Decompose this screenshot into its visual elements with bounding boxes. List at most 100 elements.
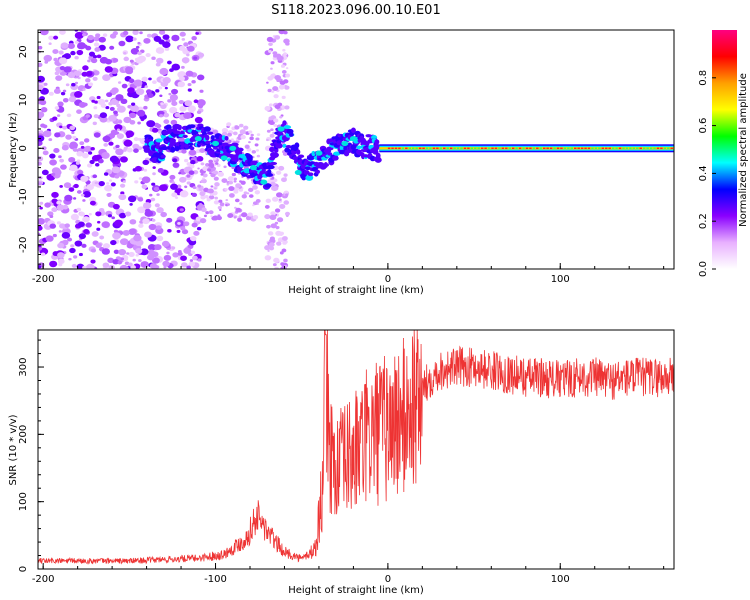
heatmap-noise-cell xyxy=(129,112,137,119)
heatmap-noise-cell xyxy=(132,258,136,262)
heatmap-noise-cell xyxy=(272,178,278,183)
heatmap-noise-cell xyxy=(264,214,271,220)
heatmap-noise-cell xyxy=(200,179,205,184)
heatmap-noise-cell xyxy=(252,185,258,190)
heatmap-noise-cell xyxy=(167,228,172,233)
heatmap-noise-cell xyxy=(99,112,108,119)
heatmap-noise-cell xyxy=(186,174,191,178)
heatmap-peak-cell xyxy=(315,150,323,156)
heatmap-noise-cell xyxy=(61,144,69,151)
heatmap-noise-cell xyxy=(195,30,201,33)
heatmap-peak-cell xyxy=(294,169,302,176)
heatmap-noise-cell xyxy=(192,186,197,190)
heatmap-noise-cell xyxy=(214,196,218,200)
heatmap-noise-cell xyxy=(57,252,65,259)
heatmap-peak-cell xyxy=(277,126,285,132)
heatmap-noise-cell xyxy=(178,45,186,51)
heatmap-noise-cell xyxy=(243,191,248,195)
heatmap-noise-cell xyxy=(117,119,123,124)
heatmap-noise-cell xyxy=(151,56,156,61)
heatmap-noise-cell xyxy=(38,84,44,91)
heatmap-noise-cell xyxy=(54,106,60,110)
heatmap-noise-cell xyxy=(141,184,148,189)
heatmap-signal-cell xyxy=(168,142,174,148)
heatmap-noise-cell xyxy=(281,236,288,241)
heatmap-noise-cell xyxy=(122,30,129,36)
heatmap-noise-cell xyxy=(110,98,119,105)
heatmap-noise-cell xyxy=(38,265,42,269)
heatmap-noise-cell xyxy=(170,119,178,126)
heatmap-noise-cell xyxy=(235,183,242,188)
heatmap-noise-cell xyxy=(39,201,44,205)
heatmap-noise-cell xyxy=(137,55,147,63)
heatmap-noise-cell xyxy=(138,177,143,180)
heatmap-noise-cell xyxy=(177,81,186,88)
heatmap-y-ticks: -20 -10 0 10 20 xyxy=(18,31,44,265)
heatmap-signal-cell xyxy=(297,154,305,159)
heatmap-noise-cell xyxy=(200,195,206,200)
heatmap-noise-cell xyxy=(92,76,98,81)
heatmap-noise-cell xyxy=(108,101,113,106)
heatmap-noise-cell xyxy=(129,203,133,206)
heatmap-peak-cell xyxy=(249,165,257,171)
heatmap-noise-cell xyxy=(161,240,170,247)
heatmap-noise-cell xyxy=(276,241,282,246)
heatmap-noise-cell xyxy=(67,71,76,79)
heatmap-noise-cell xyxy=(135,253,139,257)
heatmap-signal-cell xyxy=(210,135,215,140)
heatmap-noise-cell xyxy=(57,101,64,107)
heatmap-noise-cell xyxy=(56,221,61,225)
heatmap-noise-cell xyxy=(118,109,122,112)
heatmap-noise-cell xyxy=(179,190,189,198)
heatmap-noise-cell xyxy=(191,222,198,228)
heatmap-signal-cell xyxy=(273,152,279,158)
heatmap-noise-cell xyxy=(93,36,100,42)
snr-frame xyxy=(37,329,675,570)
heatmap-noise-cell xyxy=(166,217,173,223)
heatmap-noise-cell xyxy=(207,168,212,172)
heatmap-signal-cell xyxy=(350,127,356,134)
heatmap-noise-cell xyxy=(53,35,59,40)
heatmap-noise-cell xyxy=(225,199,229,202)
heatmap-noise-cell xyxy=(122,256,129,262)
heatmap-noise-cell xyxy=(279,115,283,119)
heatmap-noise-cell xyxy=(273,94,279,99)
heatmap-noise-cell xyxy=(196,110,202,114)
heatmap-noise-cell xyxy=(96,54,102,59)
heatmap-noise-cell xyxy=(281,70,287,74)
heatmap-peak-cell xyxy=(349,136,357,142)
heatmap-noise-cell xyxy=(159,184,168,192)
heatmap-noise-cell xyxy=(88,51,96,57)
heatmap-noise-cell xyxy=(184,100,193,107)
heatmap-noise-cell xyxy=(40,123,46,128)
heatmap-noise-cell xyxy=(264,106,271,111)
heatmap-noise-cell xyxy=(244,144,250,149)
heatmap-noise-cell xyxy=(196,226,202,231)
heatmap-noise-cell xyxy=(281,177,287,183)
heatmap-noise-cell xyxy=(87,34,94,41)
heatmap-signal-cell xyxy=(365,134,372,138)
heatmap-noise-cell xyxy=(268,49,272,53)
heatmap-noise-cell xyxy=(60,91,66,96)
heatmap-noise-cell xyxy=(160,102,164,106)
heatmap-noise-cell xyxy=(74,240,83,247)
heatmap-noise-cell xyxy=(210,173,216,178)
heatmap-noise-cell xyxy=(214,187,217,190)
heatmap-noise-cell xyxy=(221,127,229,133)
heatmap-noise-cell xyxy=(256,154,261,158)
heatmap-noise-cell xyxy=(38,225,43,231)
heatmap-noise-cell xyxy=(41,169,49,176)
heatmap-signal-cell xyxy=(301,175,307,181)
heatmap-noise-cell xyxy=(269,214,277,221)
colorbar-tick-label: 0.2 xyxy=(698,213,709,229)
heatmap-noise-cell xyxy=(171,34,180,42)
heatmap-noise-cell xyxy=(60,164,67,170)
heatmap-noise-cell xyxy=(187,88,192,92)
heatmap-noise-cell xyxy=(136,109,146,117)
heatmap-signal-cell xyxy=(177,124,182,131)
heatmap-noise-cell xyxy=(62,125,68,130)
heatmap-noise-cell xyxy=(156,57,164,64)
heatmap-noise-cell xyxy=(101,221,110,228)
heatmap-noise-cell xyxy=(159,114,164,118)
